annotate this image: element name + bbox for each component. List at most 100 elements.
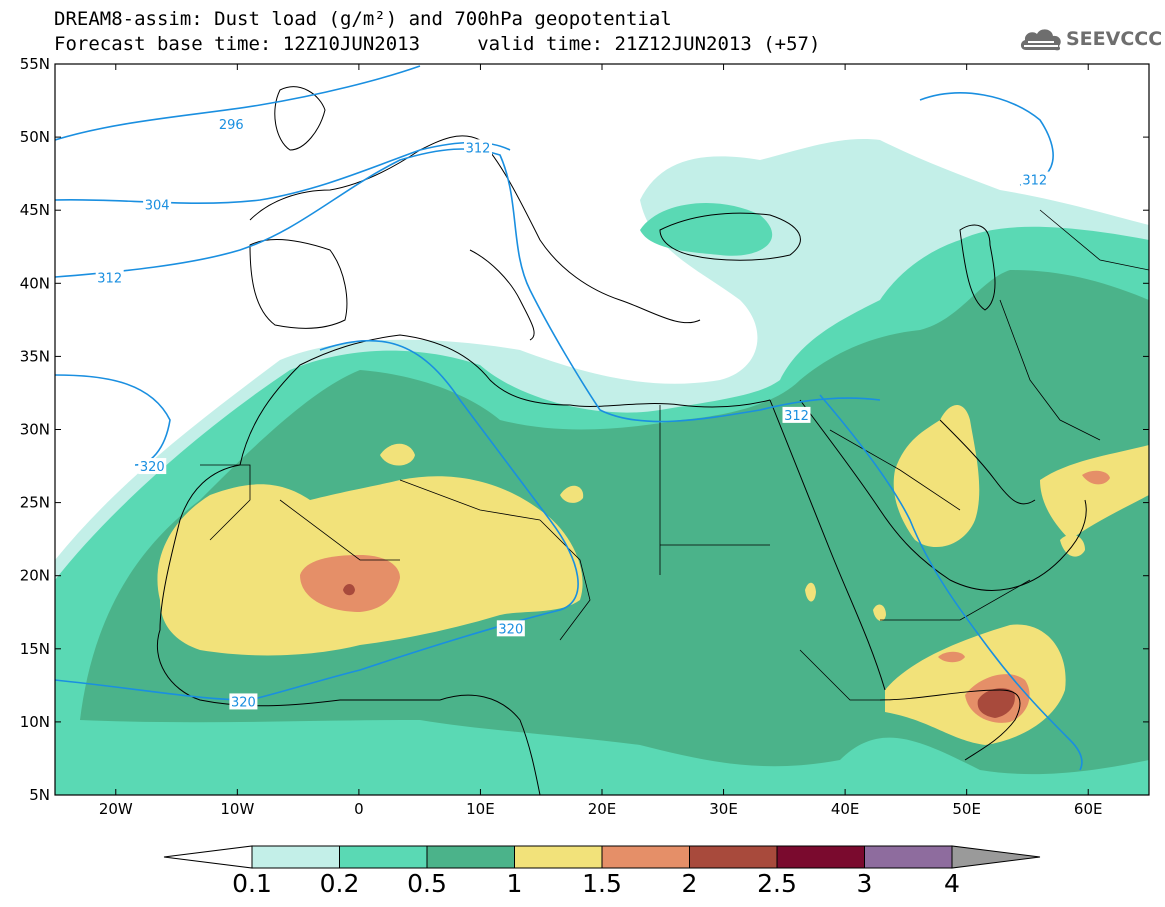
dust-band-1-redsea2 bbox=[873, 604, 886, 622]
coastline-italy bbox=[469, 249, 535, 341]
contour-label: 312 bbox=[1022, 173, 1047, 188]
contour-label-bg bbox=[496, 620, 525, 637]
contour-320-east bbox=[819, 394, 1083, 771]
dust-band-1.5-spot bbox=[938, 651, 965, 663]
contour-label-bg bbox=[217, 115, 246, 132]
map-subtitle: Forecast base time: 12Z10JUN2013 valid t… bbox=[54, 33, 821, 55]
dust-band-1.5-gulf bbox=[1082, 470, 1110, 485]
coastline-north-africa bbox=[239, 334, 771, 466]
lon-tick-label: 30E bbox=[709, 800, 738, 818]
border-yemen bbox=[880, 579, 1031, 621]
contour-label: 320 bbox=[498, 622, 523, 637]
lon-tick-label: 50E bbox=[952, 800, 981, 818]
coastline-west-africa bbox=[156, 464, 440, 707]
contour-label: 320 bbox=[140, 460, 165, 475]
colorbar-swatch bbox=[339, 845, 428, 869]
dust-band-1-arabia bbox=[893, 405, 980, 548]
contour-label: 304 bbox=[145, 198, 170, 213]
colorbar-swatch bbox=[251, 845, 340, 869]
dust-band-0.5 bbox=[80, 270, 1149, 775]
border-chad bbox=[539, 519, 591, 641]
lat-tick-label: 10N bbox=[20, 713, 50, 731]
lon-tick-label: 40E bbox=[831, 800, 860, 818]
lat-tick-label: 35N bbox=[20, 347, 50, 365]
latitude-axis: 55N 50N 45N 40N 35N 30N 25N 20N 15N 10N 5N bbox=[20, 55, 1149, 804]
contour-label-bg bbox=[782, 406, 811, 423]
colorbar-over-triangle bbox=[951, 845, 1041, 869]
colorbar-label: 2.5 bbox=[757, 869, 797, 898]
border-saudi bbox=[829, 429, 961, 511]
map-layers bbox=[55, 64, 1149, 795]
border-iran bbox=[999, 299, 1101, 441]
contour-label: 320 bbox=[231, 695, 256, 710]
lon-tick-label: 20E bbox=[588, 800, 617, 818]
lat-tick-label: 15N bbox=[20, 640, 50, 658]
lat-tick-label: 5N bbox=[29, 786, 50, 804]
colorbar-label: 3 bbox=[857, 869, 873, 898]
border-ethiopia bbox=[799, 649, 880, 701]
colorbar-swatch bbox=[864, 845, 953, 869]
cloud-icon bbox=[1020, 29, 1061, 51]
dust-band-2-horn bbox=[977, 688, 1015, 718]
lat-tick-label: 40N bbox=[20, 274, 50, 292]
contour-label-bg bbox=[229, 693, 258, 710]
colorbar-label: 4 bbox=[944, 869, 960, 898]
lat-tick-label: 30N bbox=[20, 421, 50, 439]
lon-tick-label: 0 bbox=[354, 800, 364, 818]
dust-band-1-spot2 bbox=[560, 485, 584, 503]
dust-band-1-spot bbox=[380, 443, 415, 466]
border-kazakh bbox=[1039, 209, 1149, 271]
border-niger-libya bbox=[399, 479, 541, 521]
borders bbox=[200, 209, 1149, 701]
contour-label-group: 296 304 312 312 312 312 320 320 320 bbox=[95, 115, 1049, 710]
colorbar-swatch bbox=[426, 845, 515, 869]
lon-tick-label: 10E bbox=[466, 800, 495, 818]
border-mauritania bbox=[200, 464, 251, 541]
map-title: DREAM8-assim: Dust load (g/m²) and 700hP… bbox=[54, 8, 672, 30]
coastline-caspian bbox=[959, 224, 996, 311]
contour-label: 312 bbox=[466, 141, 491, 156]
contour-label-bg bbox=[1020, 171, 1049, 188]
lat-tick-label: 25N bbox=[20, 494, 50, 512]
colorbar-under-triangle bbox=[163, 845, 253, 869]
coastline-red-sea bbox=[769, 399, 886, 691]
contour-label-bg bbox=[464, 139, 493, 156]
dust-band-1-redsea bbox=[805, 582, 816, 602]
colorbar-swatch bbox=[514, 845, 603, 869]
lat-tick-label: 50N bbox=[20, 128, 50, 146]
border-algeria-mali bbox=[279, 499, 400, 561]
contour-label-bg bbox=[95, 269, 124, 286]
colorbar-swatch bbox=[689, 845, 778, 869]
colorbar-label: 0.2 bbox=[320, 869, 360, 898]
coastline-persian-gulf bbox=[939, 419, 1036, 505]
coastline-horn bbox=[879, 689, 1021, 761]
contour-label: 296 bbox=[219, 118, 244, 133]
dust-band-1-gulf bbox=[1040, 445, 1149, 540]
colorbar-label: 1 bbox=[507, 869, 523, 898]
lon-tick-label: 60E bbox=[1074, 800, 1103, 818]
coastlines bbox=[156, 86, 1087, 795]
lon-tick-label: 20W bbox=[99, 800, 133, 818]
lat-tick-label: 55N bbox=[20, 55, 50, 73]
contour-label-bg bbox=[138, 458, 167, 475]
coastline-black-sea bbox=[659, 212, 801, 261]
lat-tick-label: 20N bbox=[20, 567, 50, 585]
dust-band-1.5-sahara bbox=[300, 555, 400, 612]
colorbar-label: 1.5 bbox=[582, 869, 622, 898]
contour-label-bg bbox=[143, 196, 172, 213]
coastline-gulf-guinea bbox=[439, 694, 541, 795]
coastline-arabia-east bbox=[799, 399, 1087, 591]
colorbar-label: 2 bbox=[682, 869, 698, 898]
contour-296 bbox=[55, 65, 421, 141]
lon-tick-label: 10W bbox=[220, 800, 254, 818]
colorbar-label: 0.5 bbox=[407, 869, 447, 898]
colorbar-swatch bbox=[601, 845, 690, 869]
coastline-iberia bbox=[249, 239, 348, 329]
logo-text: SEEVCCC bbox=[1066, 28, 1163, 50]
seevccc-logo: SEEVCCC bbox=[1018, 22, 1162, 58]
contour-label: 312 bbox=[784, 409, 809, 424]
contour-label: 312 bbox=[97, 271, 122, 286]
colorbar-swatch bbox=[776, 845, 865, 869]
dust-band-2-sahara bbox=[343, 584, 355, 596]
